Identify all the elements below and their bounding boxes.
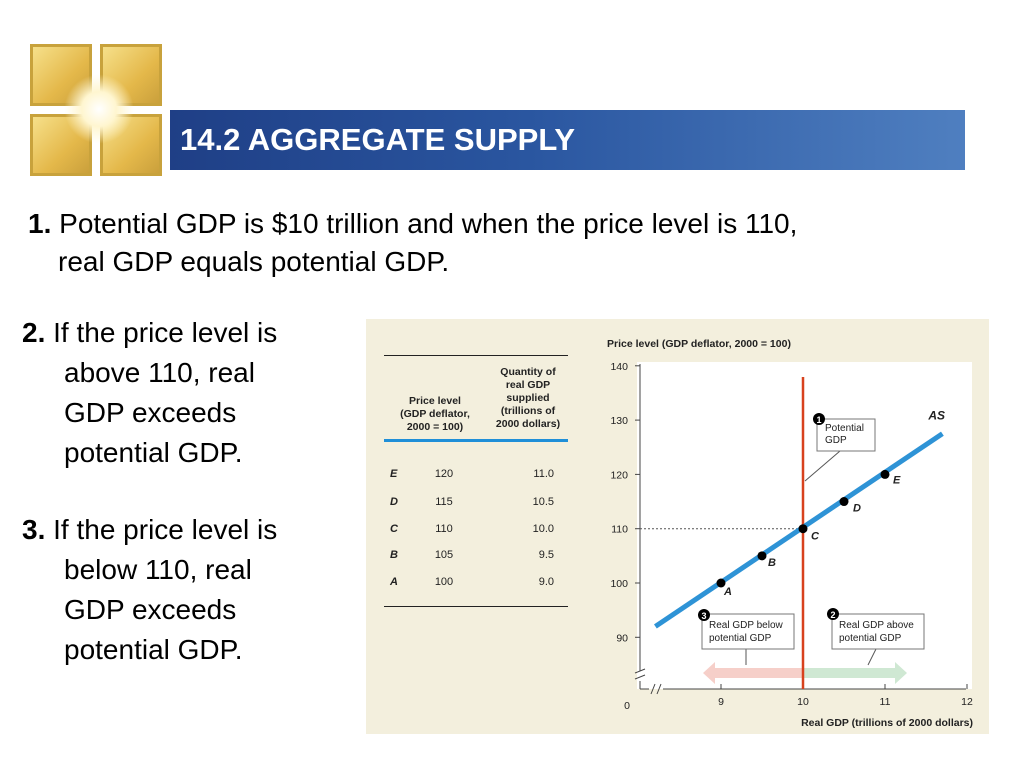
point-1: 1. Potential GDP is $10 trillion and whe…: [28, 205, 988, 281]
x-tick-label: 12: [961, 696, 973, 708]
table-header-gdp: Quantity of real GDP supplied (trillions…: [495, 366, 561, 430]
callout-2-badge: [827, 608, 839, 620]
callout-1-badge: [813, 413, 825, 425]
callout-1-leader: [804, 450, 841, 482]
title-bar: 14.2 AGGREGATE SUPPLY: [170, 110, 965, 170]
point-label-e: E: [893, 474, 901, 486]
callout-1-box: [816, 418, 876, 452]
point-2-line-1: If the price level is: [53, 317, 278, 348]
y-axis-break: [634, 668, 646, 680]
table-cell-price: 100: [434, 576, 454, 588]
point-a: [716, 578, 726, 588]
table-cell-gdp: 9.0: [538, 576, 554, 588]
x-axis-label: Real GDP (trillions of 2000 dollars): [801, 717, 973, 729]
callout-2-line-2: potential GDP: [839, 633, 902, 644]
table-row-label: E: [390, 468, 398, 480]
above-potential-arrow: [803, 662, 907, 684]
x-tick-label: 10: [797, 696, 809, 708]
point-3-line-2: below 110, real: [64, 554, 252, 585]
y-tick-label: 110: [611, 524, 628, 536]
callout-3-line-2: potential GDP: [709, 633, 772, 644]
point-d: [839, 497, 849, 507]
point-label-a: A: [723, 586, 732, 598]
table-row-label: A: [390, 576, 398, 588]
point-3-line-4: potential GDP.: [64, 634, 243, 665]
callout-3-line-1: Real GDP below: [709, 620, 784, 631]
point-3: 3. If the price level is below 110, real…: [22, 510, 352, 670]
y-tick-label: 90: [616, 632, 628, 644]
point-1-number: 1.: [28, 208, 52, 239]
table-row-label: C: [390, 523, 398, 535]
table-row-label: B: [390, 549, 398, 561]
callout-2-number: 2: [830, 610, 835, 620]
table-cell-price: 115: [435, 496, 453, 508]
callout-2-box: [831, 613, 925, 650]
point-label-d: D: [853, 503, 861, 515]
point-2: 2. If the price level is above 110, real…: [22, 313, 352, 473]
point-2-number: 2.: [22, 317, 46, 348]
table-cell-price: 105: [434, 549, 454, 561]
y-tick-label: 120: [610, 469, 628, 481]
callout-3-number: 3: [701, 611, 706, 621]
x-tick-label: 9: [718, 696, 724, 708]
table-cell-gdp: 9.5: [538, 549, 554, 561]
table-cell-price: 110: [435, 523, 453, 535]
y-tick-label: 140: [610, 361, 628, 373]
point-2-line-4: potential GDP.: [64, 437, 243, 468]
callout-1-line-1: Potential: [825, 423, 864, 434]
y-tick-label: 100: [610, 578, 628, 590]
table-cell-price: 120: [434, 468, 454, 480]
point-b: [757, 551, 767, 561]
point-2-line-3: GDP exceeds: [64, 397, 237, 428]
below-potential-arrow: [703, 662, 803, 684]
slide-title: 14.2 AGGREGATE SUPPLY: [180, 122, 576, 157]
point-2-line-2: above 110, real: [64, 357, 255, 388]
origin-label: 0: [624, 700, 630, 712]
point-1-line-2: real GDP equals potential GDP.: [58, 246, 450, 277]
callout-3-box: [701, 613, 795, 650]
table-cell-gdp: 10.5: [532, 496, 554, 508]
y-axis-label: Price level (GDP deflator, 2000 = 100): [607, 338, 791, 350]
point-label-c: C: [811, 531, 820, 543]
x-tick-label: 11: [880, 696, 891, 708]
point-e: [880, 469, 890, 479]
table-header-price: Price level (GDP deflator, 2000 = 100): [400, 395, 470, 433]
logo: [22, 40, 170, 180]
point-label-b: B: [768, 557, 776, 569]
table-cell-gdp: 11.0: [533, 468, 554, 480]
callout-2-leader: [867, 648, 877, 666]
y-tick-label: 130: [610, 415, 628, 427]
aggregate-supply-chart: Price level (GDP deflator, 2000 = 100) Re…: [607, 338, 973, 729]
x-axis-break: [650, 683, 662, 695]
table-cell-gdp: 10.0: [532, 523, 554, 535]
point-1-line-1: Potential GDP is $10 trillion and when t…: [59, 208, 798, 239]
callout-2-line-1: Real GDP above: [839, 620, 914, 631]
callout-1-line-2: GDP: [825, 435, 847, 446]
point-c: [798, 524, 808, 534]
point-3-line-3: GDP exceeds: [64, 594, 237, 625]
callout-1-number: 1: [816, 415, 821, 425]
point-3-line-1: If the price level is: [53, 514, 278, 545]
point-3-number: 3.: [22, 514, 46, 545]
callout-3-badge: [698, 609, 710, 621]
table-row-label: D: [390, 496, 398, 508]
as-label: AS: [927, 409, 945, 423]
